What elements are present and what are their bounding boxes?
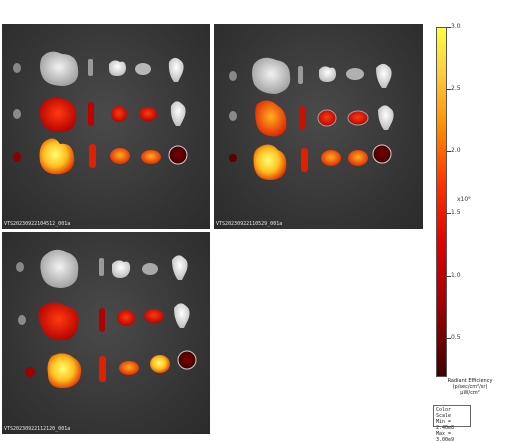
organ-image-3 <box>16 249 197 388</box>
colorbar-tick-label: 3.0 <box>451 23 461 30</box>
colorbar-tick <box>447 27 451 28</box>
colorbar <box>436 27 447 377</box>
panel-label: VTS20230922104512_001a <box>4 221 71 227</box>
colorbar-units-line1: (p/sec/cm²/sr) <box>452 384 488 390</box>
organ-image-2 <box>229 57 394 180</box>
image-panel-3: VTS20230922112120_001a <box>2 232 210 434</box>
color-scale-box: Color Scale Min = 2.40e8 Max = 3.00e9 <box>433 405 471 443</box>
colorbar-units: Radiant Efficiency (p/sec/cm²/sr) μW/cm² <box>433 378 507 396</box>
organ-heart <box>109 60 126 76</box>
colorbar-tick <box>447 151 451 152</box>
color-scale-title: Color Scale <box>436 407 452 419</box>
colorbar-tick <box>447 89 451 90</box>
organ-spleen <box>88 59 93 76</box>
organ-image-1 <box>13 51 188 175</box>
colorbar-tick <box>447 338 451 339</box>
image-panel-2: VTS20230922110529_001a <box>214 24 423 229</box>
organ-kidneys <box>135 63 151 75</box>
organ-tumor <box>13 63 21 73</box>
colorbar-tick <box>447 213 451 214</box>
organ-brain <box>168 57 184 82</box>
colorbar-tick-label: 1.0 <box>451 272 461 279</box>
color-scale-max: Max = 3.00e9 <box>436 431 455 443</box>
color-scale-min: Min = 2.40e8 <box>436 419 455 431</box>
colorbar-tick-label: 1.5 <box>451 209 461 216</box>
panel-label: VTS20230922110529_001a <box>216 221 283 227</box>
panel-label: VTS20230922112120_001a <box>4 426 71 432</box>
colorbar-tick <box>447 276 451 277</box>
organ-liver <box>40 51 79 86</box>
colorbar-exponent: x10⁹ <box>457 196 471 203</box>
colorbar-tick-label: 0.5 <box>451 334 461 341</box>
colorbar-tick-label: 2.5 <box>451 85 461 92</box>
colorbar-tick-label: 2.0 <box>451 147 461 154</box>
image-panel-1: VTS20230922104512_001a <box>2 24 210 229</box>
colorbar-units-line2: μW/cm² <box>460 390 480 396</box>
colorbar-title: Radiant Efficiency <box>447 378 493 384</box>
